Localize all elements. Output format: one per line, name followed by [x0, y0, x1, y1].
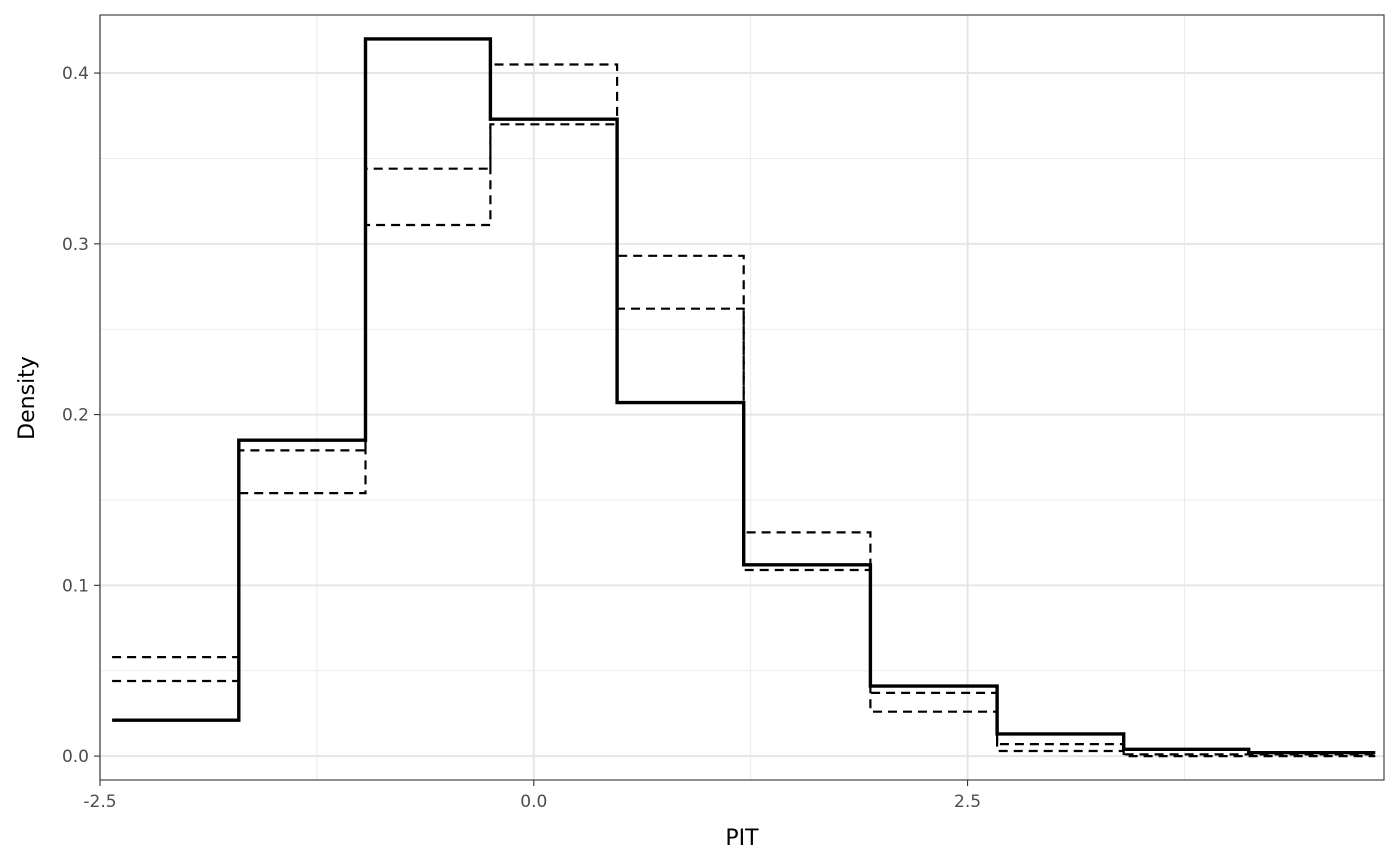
y-tick-label: 0.2 [62, 406, 89, 426]
x-tick-label: -2.5 [83, 792, 116, 812]
y-tick-label: 0.3 [62, 235, 89, 255]
series-layer [112, 37, 1376, 758]
y-tick-label: 0.4 [62, 64, 89, 84]
x-axis-title: PIT [725, 826, 759, 851]
y-tick-label: 0.1 [62, 576, 89, 596]
y-axis: 0.0 0.1 0.2 0.3 0.4 [62, 64, 100, 767]
y-axis-title: Density [15, 356, 40, 440]
series-line-2-dashed [112, 63, 1376, 756]
y-tick-label: 0.0 [62, 747, 89, 767]
x-axis: -2.5 0.0 2.5 [83, 780, 981, 812]
panel-background [100, 15, 1384, 780]
x-tick-label: 2.5 [954, 792, 981, 812]
x-tick-label: 0.0 [520, 792, 547, 812]
series-line-3-dashed [112, 123, 1376, 758]
panel-border [99, 14, 1385, 781]
